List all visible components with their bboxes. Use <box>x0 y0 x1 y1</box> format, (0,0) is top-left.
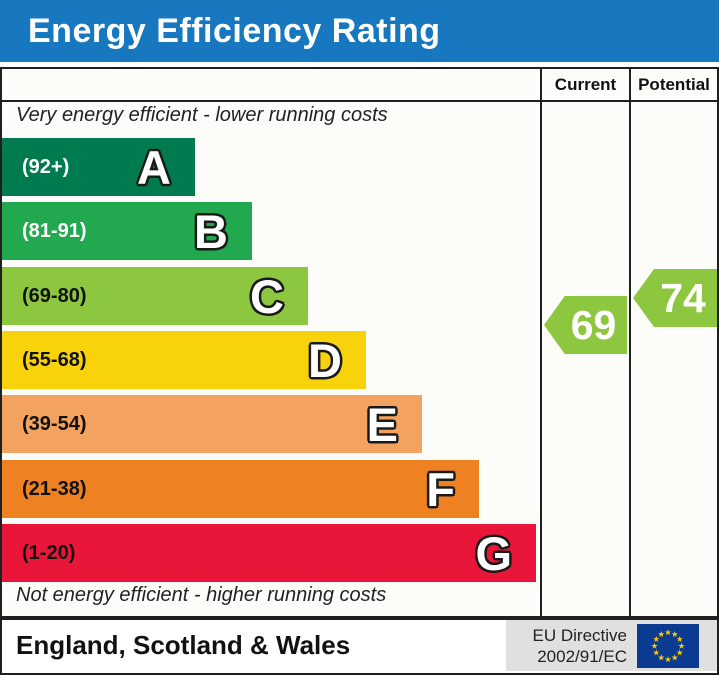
current-rating-value: 69 <box>570 301 617 348</box>
band-row-b: (81-91) B <box>2 202 252 260</box>
eu-flag-icon <box>637 623 699 668</box>
page-title: Energy Efficiency Rating <box>28 11 441 50</box>
band-range-label: (39-54) <box>22 412 87 435</box>
band-range-label: (69-80) <box>22 284 87 307</box>
band-row-d: (55-68) D <box>2 331 366 389</box>
band-range-label: (21-38) <box>22 477 87 500</box>
band-range-label: (81-91) <box>22 219 87 242</box>
eu-directive-line2: 2002/91/EC <box>537 646 627 666</box>
band-row-g: (1-20) G <box>2 524 536 582</box>
eu-directive-label: EU Directive 2002/91/EC <box>533 625 627 667</box>
potential-column-divider <box>629 67 631 618</box>
current-column-divider <box>540 67 542 618</box>
eu-directive-panel: EU Directive 2002/91/EC <box>506 620 717 671</box>
band-row-c: (69-80) C <box>2 267 308 325</box>
column-header-potential: Potential <box>638 74 710 94</box>
band-row-f: (21-38) F <box>2 460 479 518</box>
band-row-e: (39-54) E <box>2 395 422 453</box>
band-letter: D <box>308 333 342 387</box>
band-range-label: (55-68) <box>22 348 87 371</box>
band-range-label: (1-20) <box>22 541 76 564</box>
top-note: Very energy efficient - lower running co… <box>16 104 388 126</box>
eu-directive-line1: EU Directive <box>532 625 627 645</box>
band-letter: B <box>194 204 228 258</box>
band-letter: A <box>137 140 171 194</box>
column-header-current: Current <box>554 74 617 94</box>
region-label: England, Scotland & Wales <box>16 630 351 660</box>
header-underline <box>0 100 719 102</box>
band-row-a: (92+) A <box>2 138 195 196</box>
band-letter: G <box>475 526 512 580</box>
title-bar: Energy Efficiency Rating <box>0 0 719 62</box>
band-letter: C <box>250 269 284 323</box>
band-letter: F <box>426 462 455 516</box>
band-range-label: (92+) <box>22 155 70 178</box>
bottom-note: Not energy efficient - higher running co… <box>16 584 387 606</box>
band-letter: E <box>366 397 398 451</box>
potential-rating-value: 74 <box>660 274 706 321</box>
